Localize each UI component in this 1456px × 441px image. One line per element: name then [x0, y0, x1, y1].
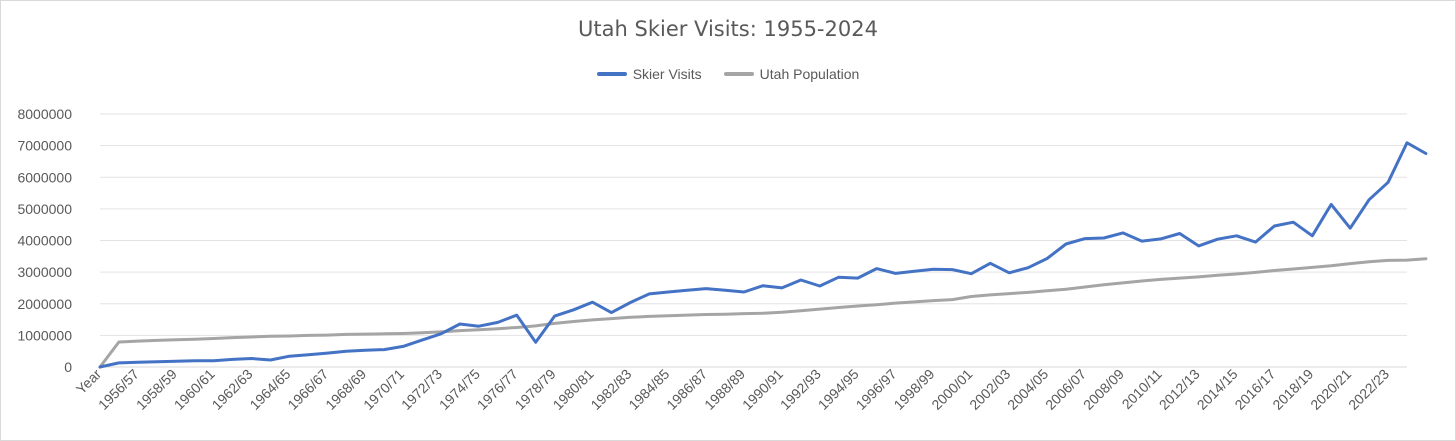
x-tick-label: 1964/65 — [246, 366, 293, 413]
x-tick-label: 1984/85 — [625, 366, 672, 413]
x-tick-label: 1956/57 — [95, 366, 142, 413]
x-tick-label: 2022/23 — [1345, 366, 1392, 413]
x-tick-label: 1998/99 — [890, 366, 937, 413]
x-tick-label: 1992/93 — [777, 366, 824, 413]
series-line-skier-visits — [98, 141, 1428, 369]
legend: Skier Visits Utah Population — [0, 66, 1456, 82]
x-tick-label: 1962/63 — [209, 366, 256, 413]
x-tick-label: 2014/15 — [1194, 366, 1241, 413]
x-tick-label: 1970/71 — [360, 366, 407, 413]
x-tick-label: 2012/13 — [1156, 366, 1203, 413]
y-tick-label: 8000000 — [17, 106, 72, 122]
x-tick-label: 1974/75 — [436, 366, 483, 413]
x-tick-label: 2000/01 — [928, 366, 975, 413]
y-tick-label: 7000000 — [17, 138, 72, 154]
legend-item-utah-population: Utah Population — [723, 66, 860, 82]
x-tick-label: 1994/95 — [815, 366, 862, 413]
x-tick-label: 2016/17 — [1231, 366, 1278, 413]
legend-swatch-utah-population — [723, 72, 754, 76]
x-tick-label: 2006/07 — [1042, 366, 1089, 413]
x-tick-label: 1978/79 — [512, 366, 559, 413]
legend-item-skier-visits: Skier Visits — [596, 66, 702, 82]
x-tick-label: 1958/59 — [133, 366, 180, 413]
x-tick-label: 2020/21 — [1307, 366, 1354, 413]
x-tick-label: 1960/61 — [171, 366, 218, 413]
x-tick-label: 2004/05 — [1004, 366, 1051, 413]
x-tick-label: 1972/73 — [398, 366, 445, 413]
x-tick-label: 1996/97 — [853, 366, 900, 413]
x-tick-label: 1988/89 — [701, 366, 748, 413]
x-tick-label: Year — [73, 366, 105, 398]
y-tick-label: 6000000 — [17, 169, 72, 185]
x-tick-label: 1982/83 — [587, 366, 634, 413]
y-tick-label: 4000000 — [17, 233, 72, 249]
x-tick-label: 2008/09 — [1080, 366, 1127, 413]
x-tick-label: 1976/77 — [474, 366, 521, 413]
legend-swatch-skier-visits — [596, 72, 627, 76]
y-tick-label: 0 — [64, 359, 72, 375]
x-tick-label: 1990/91 — [739, 366, 786, 413]
y-tick-label: 5000000 — [17, 201, 72, 217]
y-tick-label: 2000000 — [17, 296, 72, 312]
x-tick-label: 1968/69 — [322, 366, 369, 413]
y-tick-label: 3000000 — [17, 264, 72, 280]
y-tick-label: 1000000 — [17, 327, 72, 343]
chart-title: Utah Skier Visits: 1955-2024 — [578, 17, 878, 41]
x-tick-label: 1966/67 — [284, 366, 331, 413]
x-tick-label: 2018/19 — [1269, 366, 1316, 413]
x-tick-label: 1986/87 — [663, 366, 710, 413]
legend-label-skier-visits: Skier Visits — [632, 66, 702, 82]
series-line-utah-population — [98, 257, 1428, 369]
legend-label-utah-population: Utah Population — [759, 66, 860, 82]
x-tick-label: 1980/81 — [550, 366, 597, 413]
x-tick-label: 2002/03 — [966, 366, 1013, 413]
